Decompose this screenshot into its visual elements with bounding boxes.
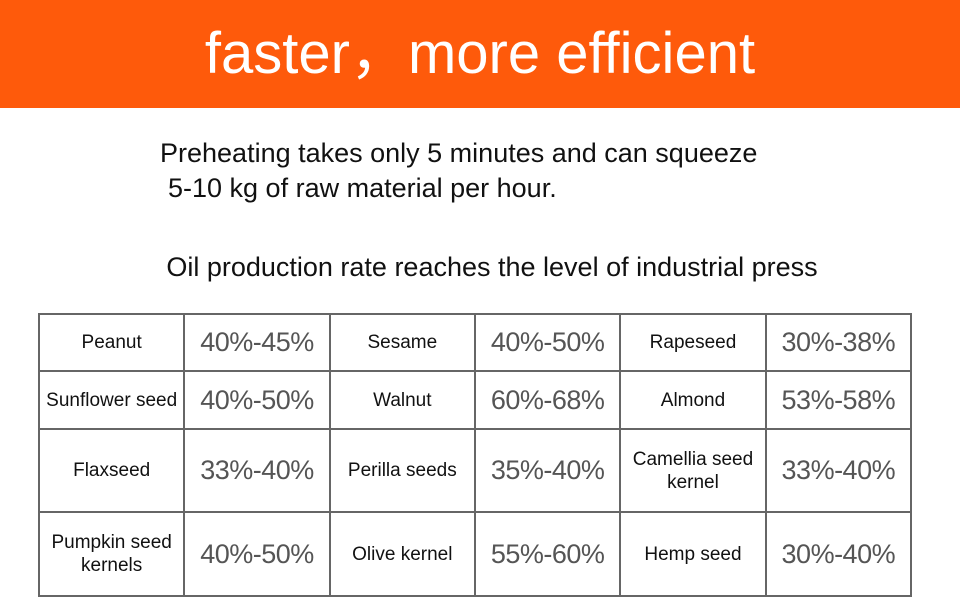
seed-name: Walnut bbox=[328, 370, 476, 430]
oil-rate: 30%-38% bbox=[764, 312, 913, 373]
banner: faster，more efficient bbox=[0, 0, 960, 108]
seed-name: Peanut bbox=[37, 312, 186, 373]
table-row: Pumpkin seed kernels 40%-50% Olive kernel 5… bbox=[37, 511, 913, 597]
title: faster，more efficient bbox=[204, 21, 756, 86]
seed-name: Perilla seeds bbox=[328, 427, 476, 514]
oil-rate: 55%-60% bbox=[473, 511, 622, 597]
oil-rate: 33%-40% bbox=[764, 427, 913, 514]
table-row: Peanut 40%-45% Sesame 40%-50% Rapeseed 30%-38… bbox=[37, 312, 913, 373]
oil-rate: 30%-40% bbox=[764, 511, 913, 597]
subtitle: Oil production rate reaches the level of… bbox=[166, 252, 818, 282]
oil-rate: 35%-40% bbox=[473, 427, 622, 514]
oil-rate: 40%-45% bbox=[183, 312, 331, 373]
oil-rate: 33%-40% bbox=[183, 427, 331, 514]
intro-line: 5-10 kg of raw material per hour. bbox=[168, 173, 557, 203]
seed-name: Pumpkin seed kernels bbox=[37, 511, 186, 597]
table-row: Sunflower seed 40%-50% Walnut 60%-68% Almond… bbox=[37, 370, 913, 430]
seed-name: Camellia seed kernel bbox=[619, 427, 767, 514]
seed-name: Almond bbox=[619, 370, 767, 430]
seed-name: Sunflower seed bbox=[37, 370, 186, 430]
seed-name: Sesame bbox=[328, 312, 476, 373]
seed-name: Flaxseed bbox=[37, 427, 186, 514]
oil-rate: 60%-68% bbox=[473, 370, 622, 430]
oil-rate: 40%-50% bbox=[473, 312, 622, 373]
intro: Preheating takes only 5 minutes and can … bbox=[160, 136, 757, 206]
oil-rate: 40%-50% bbox=[183, 370, 331, 430]
seed-name: Rapeseed bbox=[619, 312, 767, 373]
seed-name: Olive kernel bbox=[328, 511, 476, 597]
intro-line: Preheating takes only 5 minutes and can … bbox=[160, 138, 758, 168]
oil-rate: 40%-50% bbox=[183, 511, 331, 597]
oil-rate-table: Peanut 40%-45% Sesame 40%-50% Rapeseed 30%-38… bbox=[37, 312, 913, 597]
table-row: Flaxseed 33%-40% Perilla seeds 35%-40% Camel… bbox=[37, 427, 913, 514]
oil-rate: 53%-58% bbox=[764, 370, 913, 430]
seed-name: Hemp seed bbox=[619, 511, 767, 597]
